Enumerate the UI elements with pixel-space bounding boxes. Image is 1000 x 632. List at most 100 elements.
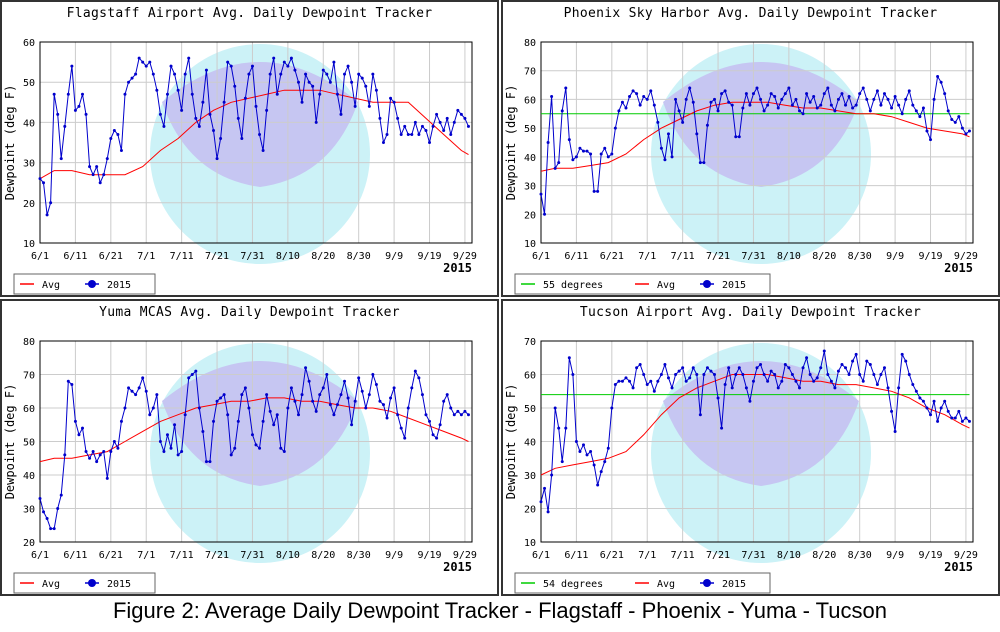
data-point — [674, 97, 678, 101]
data-point — [236, 116, 240, 120]
data-point — [399, 426, 403, 430]
data-point — [73, 108, 77, 112]
data-point — [734, 373, 738, 376]
legend-label: 2015 — [107, 280, 131, 291]
data-point — [939, 406, 943, 410]
data-point — [755, 86, 759, 90]
x-tick-label: 7/1 — [137, 251, 155, 262]
noaa-watermark-icon — [651, 44, 871, 264]
y-tick-label: 50 — [524, 124, 536, 135]
data-point — [403, 436, 407, 440]
data-point — [907, 373, 911, 376]
legend-label: 55 degrees — [543, 280, 603, 291]
watermark-bird-shape — [162, 62, 358, 187]
data-point — [567, 356, 571, 360]
data-point — [543, 212, 547, 216]
data-point — [165, 433, 169, 437]
data-point — [936, 74, 940, 78]
y-tick-label: 40 — [524, 438, 536, 449]
y-tick-label: 30 — [524, 471, 536, 482]
data-point — [720, 426, 724, 430]
data-point — [137, 56, 141, 60]
y-tick-label: 10 — [524, 239, 536, 250]
data-point — [52, 527, 56, 531]
data-point — [321, 386, 325, 390]
data-point — [173, 72, 177, 76]
x-tick-label: 8/30 — [848, 550, 872, 561]
data-point — [840, 92, 844, 96]
y-axis-label: Dewpoint (deg F) — [504, 85, 518, 201]
data-point — [233, 84, 237, 88]
data-point — [116, 132, 120, 136]
chart-legend: 55 degrees Avg 2015 — [514, 273, 771, 295]
data-point — [343, 72, 347, 76]
data-point — [95, 460, 99, 464]
series-line-avg — [540, 101, 970, 172]
data-point — [911, 383, 915, 387]
data-point — [45, 517, 49, 521]
data-point — [865, 359, 869, 363]
data-point — [176, 88, 180, 92]
data-point — [748, 103, 752, 107]
legend-label: 2015 — [107, 579, 131, 590]
x-tick-label: 7/31 — [741, 251, 765, 262]
data-point — [289, 56, 293, 60]
x-tick-label: 9/19 — [417, 251, 441, 262]
data-point — [560, 460, 564, 464]
data-point — [389, 396, 393, 400]
data-point — [925, 406, 929, 410]
data-point — [819, 103, 823, 107]
x-tick-label: 7/1 — [638, 251, 656, 262]
data-point — [98, 453, 102, 457]
data-point — [681, 366, 685, 370]
data-point — [325, 373, 329, 376]
x-tick-label: 9/29 — [954, 251, 978, 262]
data-point — [428, 419, 432, 423]
data-point — [102, 450, 106, 454]
data-point — [610, 152, 614, 156]
data-point — [56, 112, 60, 116]
y-tick-label: 40 — [524, 153, 536, 164]
y-tick-label: 50 — [23, 438, 35, 449]
x-tick-label: 6/11 — [564, 550, 588, 561]
data-point — [392, 100, 396, 104]
data-point — [208, 460, 212, 464]
data-point — [449, 406, 453, 410]
x-tick-label: 6/1 — [31, 251, 49, 262]
data-point — [289, 386, 293, 390]
x-tick-label: 8/10 — [777, 550, 801, 561]
data-point — [879, 103, 883, 107]
data-point — [392, 386, 396, 390]
x-tick-label: 6/21 — [600, 251, 624, 262]
data-point — [435, 436, 439, 440]
data-point — [406, 406, 410, 410]
data-point — [960, 419, 964, 423]
data-point — [279, 72, 283, 76]
data-point — [645, 383, 649, 387]
data-point — [564, 426, 568, 430]
data-point — [705, 123, 709, 127]
data-point — [91, 450, 95, 454]
data-point — [716, 109, 720, 113]
y-tick-label: 30 — [524, 182, 536, 193]
watermark-bird-shape — [663, 361, 859, 486]
noaa-watermark-icon — [150, 343, 370, 563]
x-tick-label: 7/11 — [671, 251, 695, 262]
data-point — [403, 124, 407, 128]
data-point — [286, 406, 290, 410]
data-point — [755, 366, 759, 370]
data-point — [229, 453, 233, 457]
data-point — [385, 416, 389, 420]
data-point — [875, 383, 879, 387]
data-point — [890, 409, 894, 413]
data-point — [897, 103, 901, 107]
data-point — [204, 460, 208, 464]
data-point — [822, 349, 826, 353]
data-point — [381, 403, 385, 407]
data-point — [304, 72, 308, 76]
data-point — [943, 92, 947, 96]
y-tick-label: 60 — [524, 95, 536, 106]
data-point — [677, 109, 681, 113]
x-tick-label: 9/19 — [417, 550, 441, 561]
data-point — [734, 135, 738, 139]
